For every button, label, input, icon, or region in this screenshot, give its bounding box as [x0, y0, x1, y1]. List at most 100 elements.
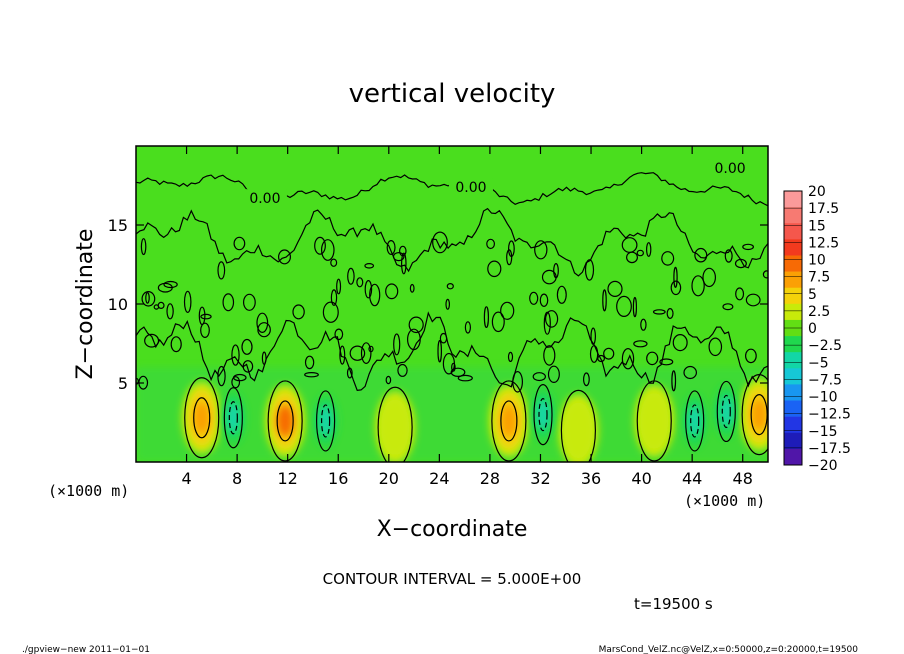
contour-loop	[385, 283, 399, 300]
x-tick-label: 48	[733, 469, 753, 488]
contour-loop	[652, 309, 666, 315]
contour-loop	[671, 370, 677, 392]
contour-loop	[261, 351, 267, 365]
contour-upper-turbulent	[136, 207, 768, 277]
contour-loop	[356, 277, 364, 288]
x-tick-label: 20	[379, 469, 399, 488]
contour-loop	[742, 243, 754, 251]
colorbar-label: 0	[808, 321, 817, 337]
contour-loop	[702, 267, 716, 288]
colorbar-swatch	[784, 207, 802, 224]
updraft-contour-inner	[276, 400, 294, 442]
contour-loop	[360, 342, 372, 365]
contour-loop	[529, 291, 539, 305]
contour-loop	[140, 238, 147, 256]
updraft-peak	[500, 404, 517, 437]
contour-loop	[233, 236, 246, 251]
colorbar-label: 7.5	[808, 270, 830, 286]
colorbar-swatch	[784, 352, 802, 369]
contour-loop	[616, 295, 632, 317]
contour-loop	[539, 293, 549, 307]
contour-loop	[336, 278, 342, 295]
contour-lines	[136, 172, 768, 462]
colorbar-label: 2.5	[808, 304, 830, 320]
contour-label: 0.00	[249, 191, 280, 207]
contour-loop	[386, 240, 396, 256]
updraft-contour-outer	[636, 380, 672, 462]
x-tick-label: 36	[581, 469, 601, 488]
contour-loop	[694, 247, 708, 263]
contour-loop	[446, 283, 454, 290]
contour-loop	[735, 287, 745, 301]
contour-loop	[589, 345, 599, 363]
colorbar-swatch	[784, 223, 802, 240]
contour-loop	[145, 292, 150, 304]
colorbar-swatch	[784, 255, 802, 272]
contour-loop	[320, 239, 335, 261]
contour-loop	[724, 249, 733, 263]
x-tick-label: 44	[682, 469, 702, 488]
contour-loop	[708, 337, 723, 357]
contour-loop	[409, 283, 415, 293]
contour-loop	[217, 365, 226, 387]
time-label: t=19500 s	[634, 595, 713, 613]
colorbar-swatch	[784, 400, 802, 417]
contour-loop	[621, 237, 638, 253]
program-info: ./gpview−new 2011−01−01	[22, 645, 150, 654]
updraft-contour-outer	[560, 389, 596, 462]
contour-loop	[506, 249, 513, 266]
contour-loop	[439, 332, 448, 344]
contour-loop	[607, 280, 623, 297]
contour-loop	[532, 372, 547, 382]
contour-loop	[346, 367, 353, 379]
downdraft-contour-inner	[228, 401, 238, 435]
contour-loop	[603, 347, 615, 360]
contour-loop	[437, 339, 443, 363]
downdraft-core	[719, 395, 734, 428]
y-tick-label: 5	[118, 374, 128, 393]
contour-loop	[330, 258, 338, 267]
contour-loop	[659, 358, 674, 366]
contour-loop	[364, 280, 373, 299]
colorbar-label: 15	[808, 218, 826, 234]
contour-loop	[231, 344, 240, 366]
colorbar-label: −17.5	[808, 441, 851, 457]
contour-loop	[683, 365, 697, 380]
contour-label-bg	[448, 178, 493, 195]
contour-loop	[486, 238, 496, 250]
colorbar-swatch	[784, 384, 802, 401]
contour-loop	[397, 363, 408, 377]
contour-loop	[334, 328, 344, 341]
contour-loop	[314, 236, 326, 255]
contour-label: 0.00	[714, 161, 745, 177]
x-tick-label: 4	[181, 469, 191, 488]
updraft-peak	[193, 401, 210, 434]
x-tick-label: 32	[530, 469, 550, 488]
contour-loop	[672, 334, 688, 352]
colorbar-label: 17.5	[808, 201, 839, 217]
updraft-contour-inner	[500, 400, 518, 442]
contour-loop	[347, 267, 355, 285]
contour-loop	[241, 338, 253, 355]
updraft-contour-inner	[193, 397, 211, 439]
contour-loop	[322, 301, 339, 323]
contour-loop	[691, 275, 705, 297]
contour-loop	[507, 351, 514, 362]
downdraft-contour-outer	[685, 390, 705, 452]
contour-loop	[451, 362, 456, 372]
downdraft-contour-outer	[533, 384, 553, 446]
colorbar-swatch	[784, 239, 802, 256]
colorbar-swatch	[784, 448, 802, 466]
contour-loop	[304, 355, 315, 370]
contour-loop	[762, 270, 768, 279]
contour-loop	[464, 321, 471, 334]
contour-loop	[432, 231, 448, 254]
updraft-core	[381, 399, 410, 456]
contour-label-bg	[708, 159, 753, 176]
colorbar-label: 5	[808, 287, 817, 303]
colorbar-label: −20	[808, 458, 838, 474]
contour-loop	[673, 266, 678, 288]
contour-loop	[583, 372, 590, 387]
contour-loop	[445, 298, 451, 310]
contour-loop	[369, 283, 381, 307]
